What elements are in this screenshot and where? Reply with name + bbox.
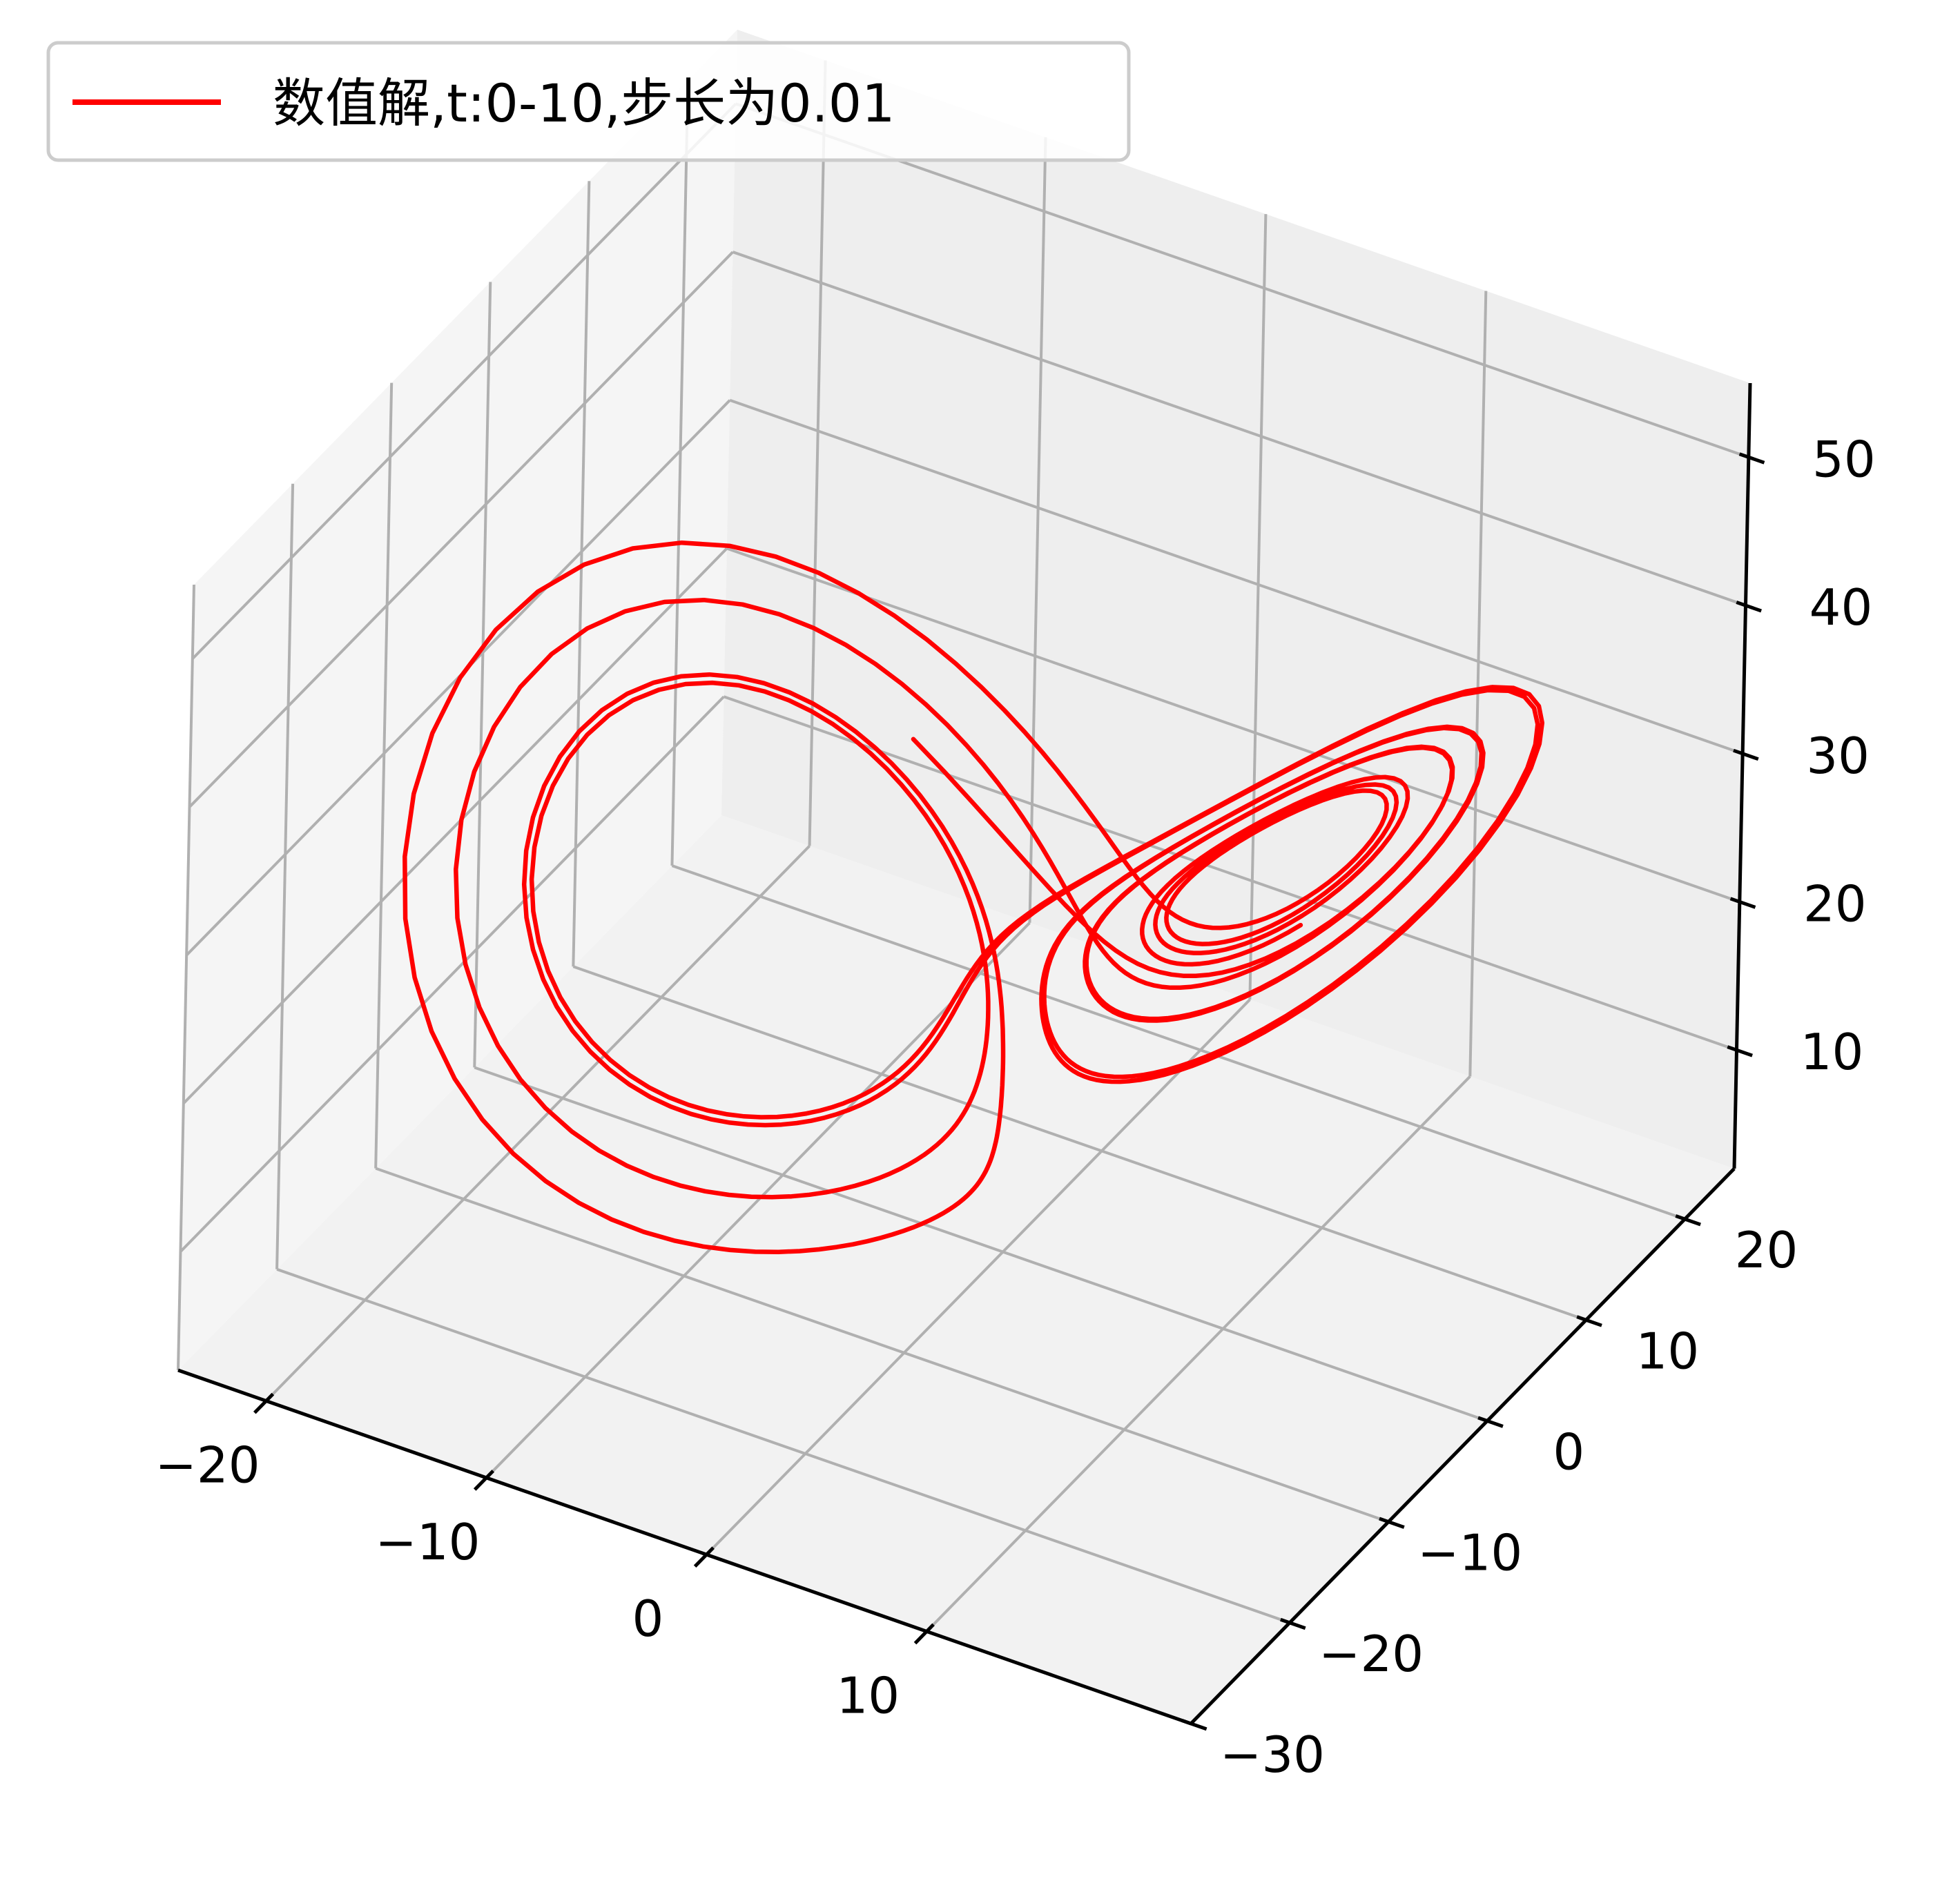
x-grid-line-floor [265, 845, 811, 1402]
y-grid-line-floor [474, 1066, 1488, 1423]
x-tick-mark [913, 1623, 935, 1645]
y-tick-label: −20 [1319, 1625, 1424, 1683]
z-grid-line-back [732, 251, 1747, 607]
z-tick-mark [1727, 1045, 1753, 1058]
y-tick-mark [1675, 1214, 1701, 1227]
z-grid-line-left [188, 251, 734, 808]
y-tick-mark [1477, 1416, 1504, 1428]
y-grid-line-wall [374, 382, 394, 1169]
y-grid-line-floor [572, 965, 1587, 1322]
z-grid-line-left [179, 695, 725, 1253]
back-wall-pane [721, 30, 1750, 1169]
x-grid-line-wall [808, 60, 827, 846]
x-grid-line-floor [705, 998, 1251, 1556]
x-tick-mark [473, 1470, 495, 1491]
y-tick-mark [1576, 1315, 1602, 1327]
y-axis-line [1190, 1167, 1736, 1725]
series-line-lorenz [402, 540, 1545, 1254]
x-tick-label: −20 [155, 1436, 260, 1494]
z-grid-line-back [726, 547, 1740, 904]
x-grid-line-wall [1468, 291, 1488, 1077]
z-tick-mark [1733, 748, 1759, 761]
z-tick-mark [1738, 452, 1765, 465]
z-grid-line-back [729, 398, 1743, 755]
z-tick-label: 30 [1806, 727, 1870, 785]
z-grid-line-back [723, 695, 1738, 1052]
x-grid-line-floor [485, 922, 1031, 1479]
z-tick-label: 40 [1809, 578, 1873, 636]
axis-lines [177, 382, 1752, 1726]
y-grid-line-wall [177, 584, 195, 1371]
y-tick-label: −10 [1417, 1524, 1522, 1582]
y-tick-mark [1181, 1719, 1207, 1731]
z-tick-mark [1729, 897, 1756, 909]
z-grid-line-back [735, 102, 1749, 459]
x-tick-mark [693, 1546, 715, 1568]
y-tick-label: 0 [1553, 1423, 1584, 1481]
y-tick-mark [1280, 1617, 1306, 1630]
x-grid-line-wall [1248, 214, 1268, 1000]
z-tick-mark [1736, 601, 1762, 613]
z-tick-label: 10 [1801, 1023, 1864, 1081]
axis-ticks [253, 452, 1765, 1731]
left-wall-pane [178, 30, 737, 1370]
y-grid-line-floor [671, 864, 1686, 1220]
z-grid-line-left [182, 547, 728, 1104]
x-tick-mark [253, 1392, 275, 1414]
y-tick-mark [1379, 1517, 1405, 1529]
y-grid-line-wall [275, 483, 295, 1269]
x-tick-label: −10 [376, 1513, 481, 1571]
y-tick-label: 10 [1636, 1322, 1700, 1380]
y-tick-label: 20 [1735, 1221, 1798, 1279]
y-grid-line-wall [572, 181, 591, 967]
axis-tick-labels: −20 −10 0 10 −30 −20 −10 0 10 20 10 20 30 40 50 [155, 430, 1876, 1784]
axes-panes [178, 30, 1750, 1724]
legend-label: 数值解,t:0-10,步长为0.01 [273, 72, 895, 134]
legend-frame [46, 41, 1131, 162]
legend: 数值解,t:0-10,步长为0.01 [46, 41, 1131, 162]
x-grid-line-wall [1028, 137, 1047, 923]
x-axis-line [177, 1368, 1192, 1726]
z-tick-label: 20 [1803, 875, 1867, 933]
x-tick-label: 0 [632, 1590, 663, 1648]
series-layer [402, 540, 1545, 1254]
y-grid-line-floor [375, 1167, 1389, 1523]
z-tick-label: 50 [1812, 430, 1876, 488]
y-grid-line-wall [473, 282, 492, 1068]
floor-pane [178, 815, 1734, 1724]
x-tick-label: 10 [836, 1666, 900, 1724]
z-axis-line [1732, 382, 1752, 1169]
y-grid-line-wall [670, 80, 690, 866]
y-tick-label: −30 [1220, 1726, 1325, 1784]
z-grid-line-left [191, 102, 737, 660]
x-grid-line-floor [925, 1075, 1471, 1633]
y-grid-line-floor [276, 1267, 1290, 1624]
